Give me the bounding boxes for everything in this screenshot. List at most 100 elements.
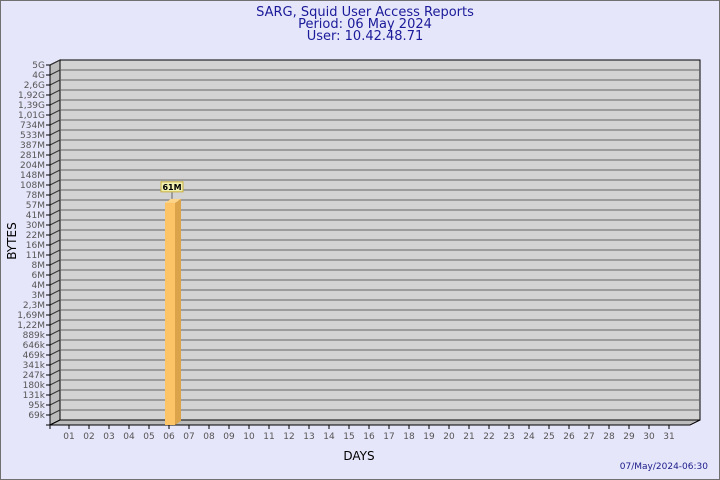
y-tick-label: 131k (23, 391, 46, 401)
y-tick-label: 95k (28, 401, 45, 411)
x-tick-label: 22 (483, 432, 494, 442)
wall-gridline (49, 319, 61, 326)
y-tick-label: 3M (32, 291, 46, 301)
x-tick-label: 25 (543, 432, 554, 442)
y-tick-label: 108M (20, 181, 45, 191)
x-tick-label: 04 (123, 432, 135, 442)
wall-gridline (49, 159, 61, 166)
x-tick-label: 15 (343, 432, 354, 442)
wall-gridline (49, 299, 61, 306)
wall-gridline (49, 309, 61, 316)
wall-gridline (49, 389, 61, 396)
y-tick-label: 69k (28, 411, 45, 421)
wall-gridline (49, 179, 61, 186)
x-tick-label: 02 (83, 432, 94, 442)
y-tick-label: 1,01G (18, 111, 45, 121)
y-tick-label: 4G (32, 71, 45, 81)
y-tick-label: 341k (23, 361, 46, 371)
bar-side (175, 198, 181, 425)
x-tick-label: 07 (183, 432, 194, 442)
x-tick-label: 11 (263, 432, 274, 442)
x-tick-label: 12 (283, 432, 294, 442)
wall-gridline (49, 229, 61, 236)
y-tick-label: 11M (26, 251, 45, 261)
x-tick-label: 10 (243, 432, 255, 442)
x-tick-label: 14 (323, 432, 335, 442)
wall-gridline (49, 69, 61, 76)
y-tick-label: 180k (23, 381, 46, 391)
wall-gridline (49, 409, 61, 416)
chart-period: Period: 06 May 2024 (298, 17, 432, 32)
wall-gridline (49, 289, 61, 296)
x-tick-label: 16 (363, 432, 375, 442)
x-tick-label: 29 (623, 432, 635, 442)
y-tick-label: 6M (32, 271, 46, 281)
y-tick-label: 22M (26, 231, 45, 241)
wall-gridline (49, 349, 61, 356)
y-tick-label: 8M (32, 261, 46, 271)
y-tick-label: 1,69M (17, 311, 45, 321)
y-tick-label: 1,92G (18, 91, 45, 101)
y-tick-label: 4M (32, 281, 46, 291)
wall-gridline (49, 149, 61, 156)
bar (165, 202, 175, 425)
wall-gridline (49, 199, 61, 206)
x-tick-label: 19 (423, 432, 435, 442)
wall-gridline (49, 269, 61, 276)
x-tick-label: 21 (463, 432, 474, 442)
x-tick-label: 06 (163, 432, 175, 442)
wall-gridline (49, 189, 61, 196)
wall-gridline (49, 219, 61, 226)
x-tick-label: 18 (403, 432, 415, 442)
wall-gridline (49, 169, 61, 176)
y-tick-label: 533M (20, 131, 45, 141)
y-tick-label: 30M (26, 221, 45, 231)
x-tick-label: 28 (603, 432, 615, 442)
x-tick-label: 17 (383, 432, 394, 442)
x-tick-label: 27 (583, 432, 594, 442)
wall-gridline (49, 129, 61, 136)
y-tick-label: 57M (26, 201, 45, 211)
y-tick-label: 734M (20, 121, 45, 131)
bar-top (165, 198, 181, 203)
wall-gridline (49, 59, 61, 66)
y-tick-label: 469k (23, 351, 46, 361)
y-tick-label: 646k (23, 341, 46, 351)
y-axis-label: BYTES (5, 222, 19, 259)
y-tick-label: 16M (26, 241, 45, 251)
y-tick-label: 387M (20, 141, 45, 151)
x-tick-label: 13 (303, 432, 314, 442)
wall-gridline (49, 119, 61, 126)
y-tick-label: 281M (20, 151, 45, 161)
wall-gridline (49, 369, 61, 376)
x-axis-label: DAYS (343, 449, 374, 463)
y-tick-label: 41M (26, 211, 45, 221)
wall-gridline (49, 209, 61, 216)
plot-floor (49, 419, 701, 426)
wall-gridline (49, 249, 61, 256)
y-tick-label: 889k (23, 331, 46, 341)
chart-user: User: 10.42.48.71 (307, 29, 423, 44)
wall-gridline (49, 359, 61, 366)
wall-gridline (49, 239, 61, 246)
wall-gridline (49, 139, 61, 146)
footer-timestamp: 07/May/2024-06:30 (620, 462, 708, 472)
wall-gridline (49, 279, 61, 286)
data-label: 61M (162, 183, 181, 192)
x-tick-label: 01 (63, 432, 74, 442)
y-tick-label: 2,6G (24, 81, 45, 91)
x-tick-label: 20 (443, 432, 455, 442)
y-tick-label: 247k (23, 371, 46, 381)
y-tick-label: 1,39G (18, 101, 45, 111)
y-tick-label: 78M (26, 191, 45, 201)
wall-gridline (49, 399, 61, 406)
x-tick-label: 23 (503, 432, 514, 442)
y-tick-label: 2,3M (23, 301, 45, 311)
chart-title: SARG, Squid User Access Reports (256, 5, 474, 20)
x-tick-label: 26 (563, 432, 575, 442)
wall-gridline (49, 329, 61, 336)
x-tick-label: 30 (643, 432, 655, 442)
x-tick-label: 31 (663, 432, 674, 442)
y-tick-label: 148M (20, 171, 45, 181)
